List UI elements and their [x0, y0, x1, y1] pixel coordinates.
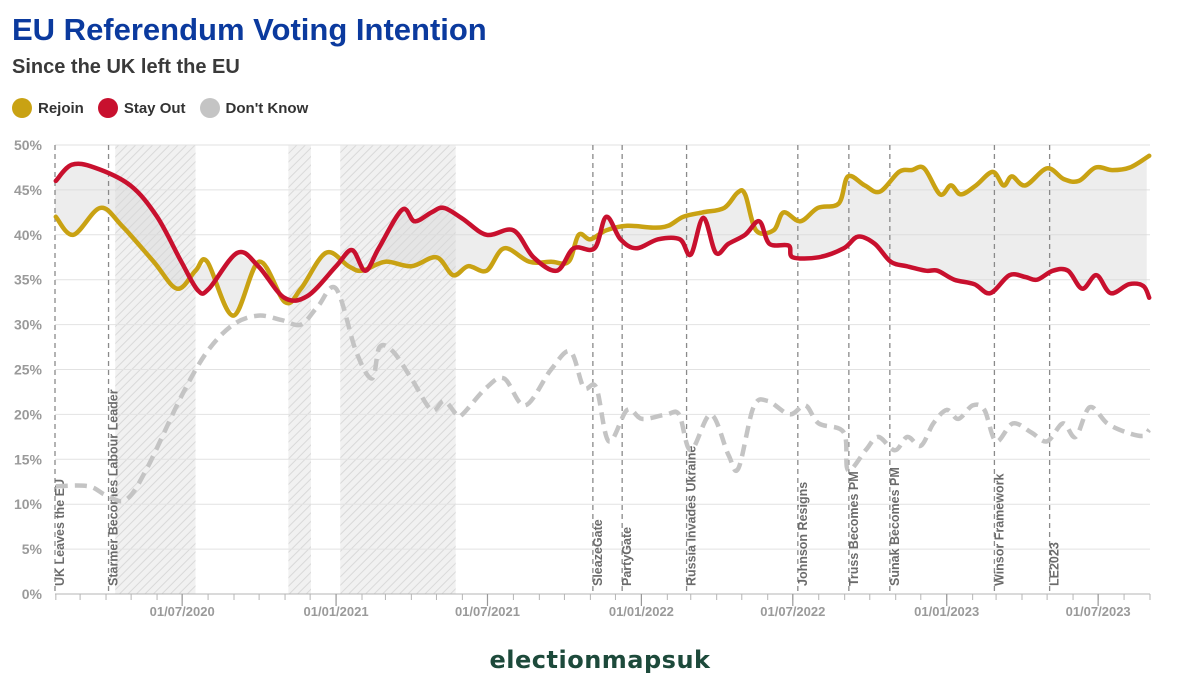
y-tick-label: 10%	[14, 496, 43, 512]
legend-swatch-stay-out	[97, 98, 118, 118]
source-credit: electionmapsuk	[489, 646, 711, 674]
series-line-rejoin	[53, 153, 1152, 318]
y-tick-label: 50%	[14, 137, 43, 153]
series-line-don-t-know	[55, 284, 1152, 504]
legend-item-rejoin: Rejoin	[12, 98, 84, 118]
event-label-1: Starmer Becomes Labour Leader	[107, 389, 121, 586]
event-label-6: Truss Becomes PM	[847, 471, 861, 586]
event-label-4: Russia Invades Ukraine	[685, 446, 699, 586]
y-tick-label: 15%	[14, 451, 43, 467]
y-tick-label: 30%	[14, 317, 43, 333]
x-tick-label: 01/07/2021	[455, 604, 520, 619]
x-tick-label: 01/07/2022	[760, 604, 825, 619]
y-tick-label: 40%	[14, 227, 43, 243]
x-tick-label: 01/07/2020	[150, 604, 215, 619]
axes: 0% 5% 10% 15% 20% 25% 30% 35% 40% 45% 50% 01/07/202…	[14, 137, 1151, 619]
legend-swatch-dont-know	[199, 98, 220, 118]
legend-label-rejoin: Rejoin	[38, 99, 84, 117]
legend-label-stay-out: Stay Out	[123, 99, 186, 117]
x-tick-label: 01/01/2023	[914, 604, 979, 619]
chart-title: EU Referendum Voting Intention	[12, 12, 487, 47]
y-tick-label: 0%	[22, 586, 43, 602]
y-tick-label: 25%	[14, 362, 43, 378]
y-tick-label: 35%	[14, 272, 43, 288]
event-label-8: Winsor Framework	[992, 474, 1006, 586]
y-tick-label: 45%	[14, 182, 43, 198]
event-markers: UK Leaves the EU Starmer Becomes Labour L…	[53, 145, 1062, 594]
legend-item-stay-out: Stay Out	[97, 98, 186, 118]
legend: Rejoin Stay Out Don't Know	[12, 98, 308, 118]
event-label-9: LE2023	[1048, 542, 1062, 586]
x-tick-label: 01/07/2023	[1066, 604, 1131, 619]
series-line-stay-out	[53, 161, 1152, 303]
x-tick-label: 01/01/2022	[609, 604, 674, 619]
event-label-7: Sunak Becomes PM	[888, 467, 902, 586]
event-label-5: Johnson Resigns	[796, 482, 810, 586]
chart-subtitle: Since the UK left the EU	[12, 56, 240, 78]
event-label-0: UK Leaves the EU	[53, 479, 67, 586]
event-label-3: PartyGate	[620, 527, 634, 586]
legend-item-dont-know: Don't Know	[199, 98, 309, 118]
y-tick-label: 20%	[14, 406, 43, 422]
legend-label-dont-know: Don't Know	[225, 99, 309, 117]
x-tick-label: 01/01/2021	[304, 604, 369, 619]
series-lines	[53, 153, 1152, 504]
event-label-2: SleazeGate	[591, 519, 605, 586]
y-tick-label: 5%	[22, 541, 43, 557]
legend-swatch-rejoin	[12, 98, 32, 118]
